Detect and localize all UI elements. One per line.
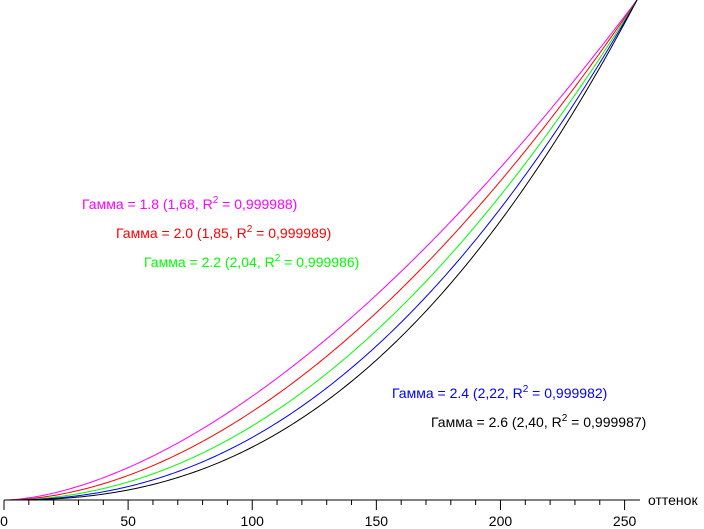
x-tick-label: 250	[613, 513, 637, 529]
curve-label-0: Гамма = 1.8 (1,68, R2 = 0,999988)	[82, 195, 297, 212]
x-ticks: 0 50 100 150 200 250	[0, 500, 636, 529]
curve-label-main: Гамма = 2.2 (2,04, R	[144, 254, 275, 270]
curve-labels: Гамма = 1.8 (1,68, R2 = 0,999988)Гамма =…	[82, 195, 646, 430]
curve-gamma-4	[4, 0, 638, 501]
curve-gamma-1	[3, 0, 638, 501]
superscript: 2	[213, 195, 219, 206]
curve-gamma-2	[3, 0, 638, 501]
curve-label-main: Гамма = 1.8 (1,68, R	[82, 196, 213, 212]
curve-label-tail: = 0,999987)	[567, 414, 646, 430]
x-tick-label: 200	[489, 513, 513, 529]
x-tick-label: 50	[120, 513, 136, 529]
x-tick-label: 0	[0, 513, 8, 529]
curve-label-2: Гамма = 2.2 (2,04, R2 = 0,999986)	[144, 253, 359, 270]
superscript: 2	[523, 384, 529, 395]
superscript: 2	[247, 224, 253, 235]
curve-label-main: Гамма = 2.0 (1,85, R	[116, 225, 247, 241]
curve-label-main: Гамма = 2.4 (2,22, R	[392, 385, 523, 401]
curve-gamma-0	[3, 0, 638, 501]
curve-label-4: Гамма = 2.6 (2,40, R2 = 0,999987)	[431, 413, 646, 430]
x-tick-label: 100	[241, 513, 265, 529]
curve-label-3: Гамма = 2.4 (2,22, R2 = 0,999982)	[392, 384, 607, 401]
curve-label-1: Гамма = 2.0 (1,85, R2 = 0,999989)	[116, 224, 331, 241]
curve-label-tail: = 0,999988)	[218, 196, 297, 212]
superscript: 2	[562, 413, 568, 424]
curve-label-main: Гамма = 2.6 (2,40, R	[431, 414, 562, 430]
x-tick-label: 150	[365, 513, 389, 529]
superscript: 2	[275, 253, 281, 264]
curve-label-tail: = 0,999982)	[528, 385, 607, 401]
x-axis-label: оттенок	[648, 492, 698, 508]
curve-gamma-3	[4, 0, 638, 501]
curve-label-tail: = 0,999986)	[280, 254, 359, 270]
curve-label-tail: = 0,999989)	[252, 225, 331, 241]
curves-layer	[3, 0, 638, 501]
